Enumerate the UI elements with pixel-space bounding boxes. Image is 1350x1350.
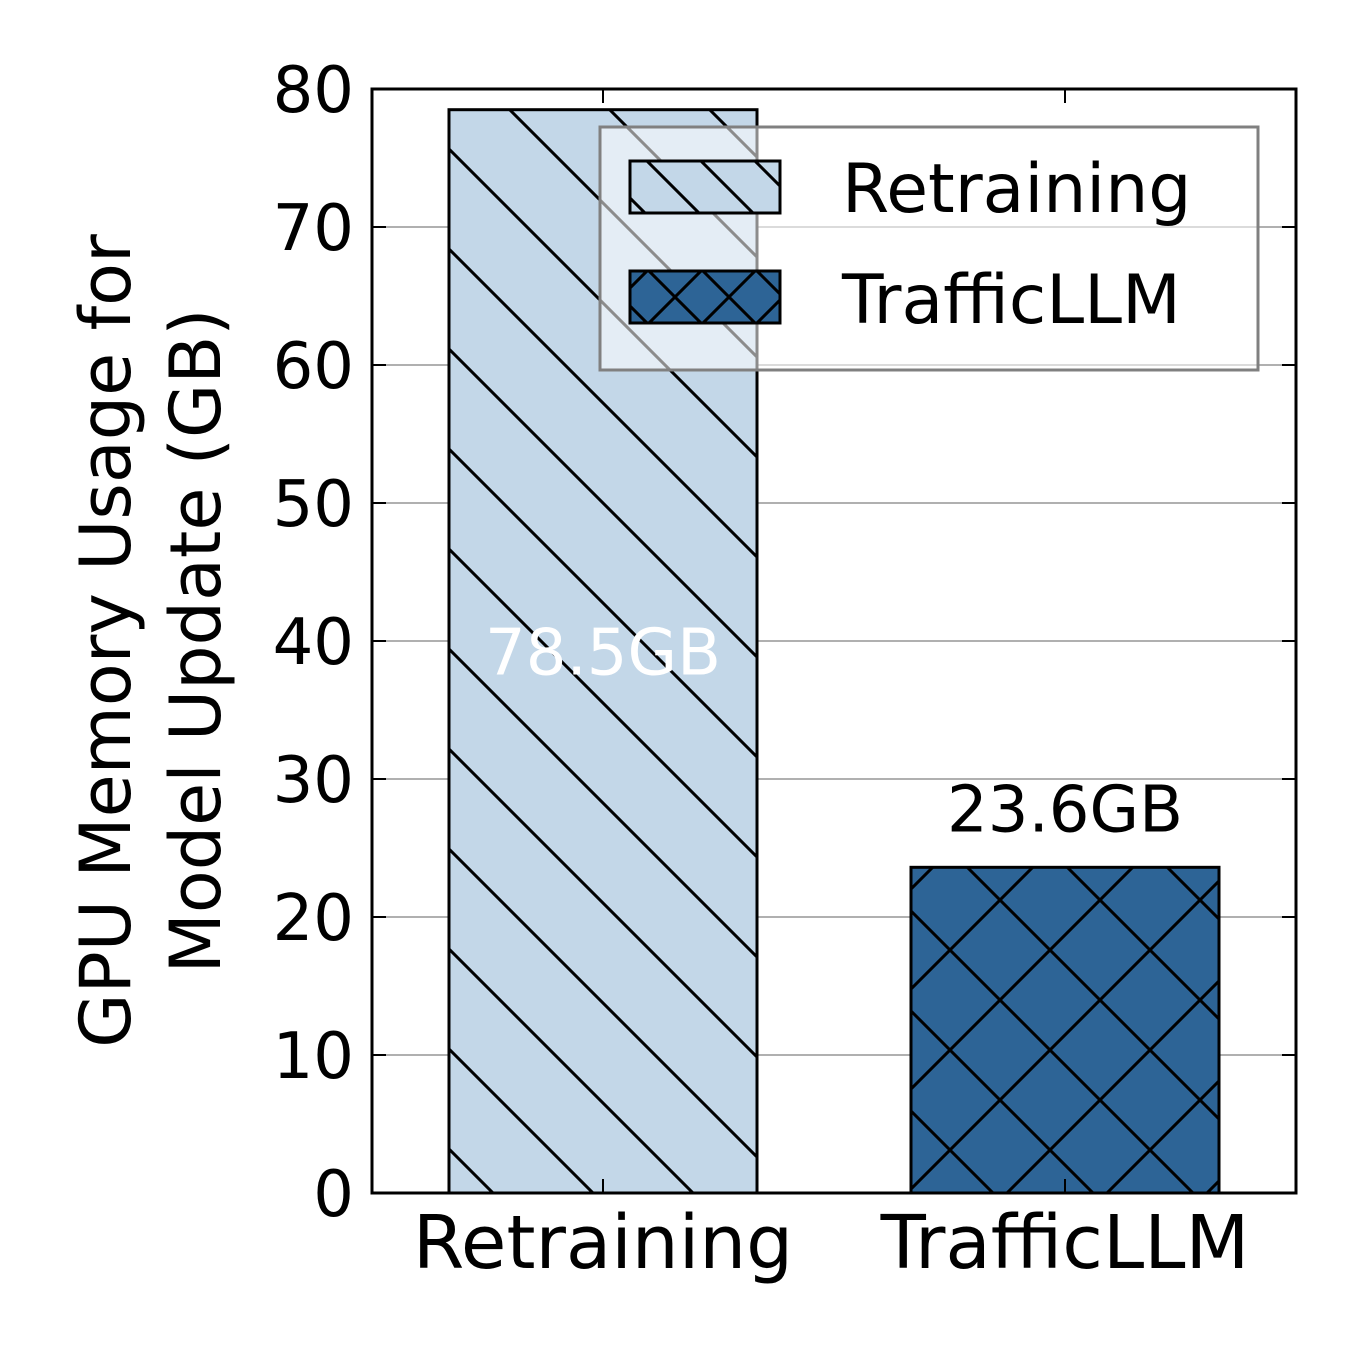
legend-swatch-hatch-trafficllm <box>628 269 782 325</box>
x-tick-labels: Retraining TrafficLLM <box>413 1200 1249 1286</box>
y-tick-label: 40 <box>273 606 354 680</box>
y-tick-label: 60 <box>273 330 354 404</box>
y-tick-label: 80 <box>273 54 354 128</box>
y-tick-labels: 0 10 20 30 40 50 60 70 80 <box>273 54 354 1232</box>
legend-label-retraining: Retraining <box>842 150 1191 229</box>
y-tick-label: 20 <box>273 882 354 956</box>
x-tick-label-retraining: Retraining <box>413 1200 793 1286</box>
data-label-retraining: 78.5GB <box>485 616 721 690</box>
y-tick-label: 0 <box>313 1158 354 1232</box>
y-tick-label: 30 <box>273 744 354 818</box>
y-tick-label: 50 <box>273 468 354 542</box>
data-label-trafficllm: 23.6GB <box>947 773 1183 847</box>
y-axis-title-line-2: Model Update (GB) <box>155 308 237 973</box>
y-axis-title: GPU Memory Usage for Model Update (GB) <box>65 234 237 1048</box>
legend: Retraining TrafficLLM <box>598 125 1260 372</box>
legend-label-trafficllm: TrafficLLM <box>841 261 1181 340</box>
y-tick-label: 10 <box>273 1020 354 1094</box>
y-tick-label: 70 <box>273 192 354 266</box>
data-labels: 78.5GB 23.6GB <box>485 616 1183 847</box>
x-tick-label-trafficllm: TrafficLLM <box>880 1200 1250 1286</box>
legend-swatch-hatch-retraining <box>628 159 782 215</box>
bar-hatch-trafficllm <box>909 865 1221 1195</box>
axis-ticks <box>372 88 1296 1194</box>
y-axis-title-line-1: GPU Memory Usage for <box>65 234 147 1048</box>
